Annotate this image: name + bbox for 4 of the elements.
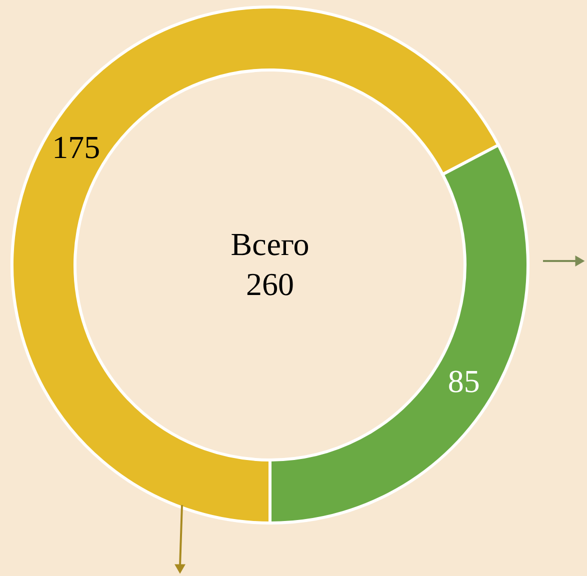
data-label: 175: [52, 128, 100, 165]
data-label: 85: [448, 363, 480, 400]
text: 260: [246, 266, 294, 302]
text: Всего: [230, 226, 310, 262]
